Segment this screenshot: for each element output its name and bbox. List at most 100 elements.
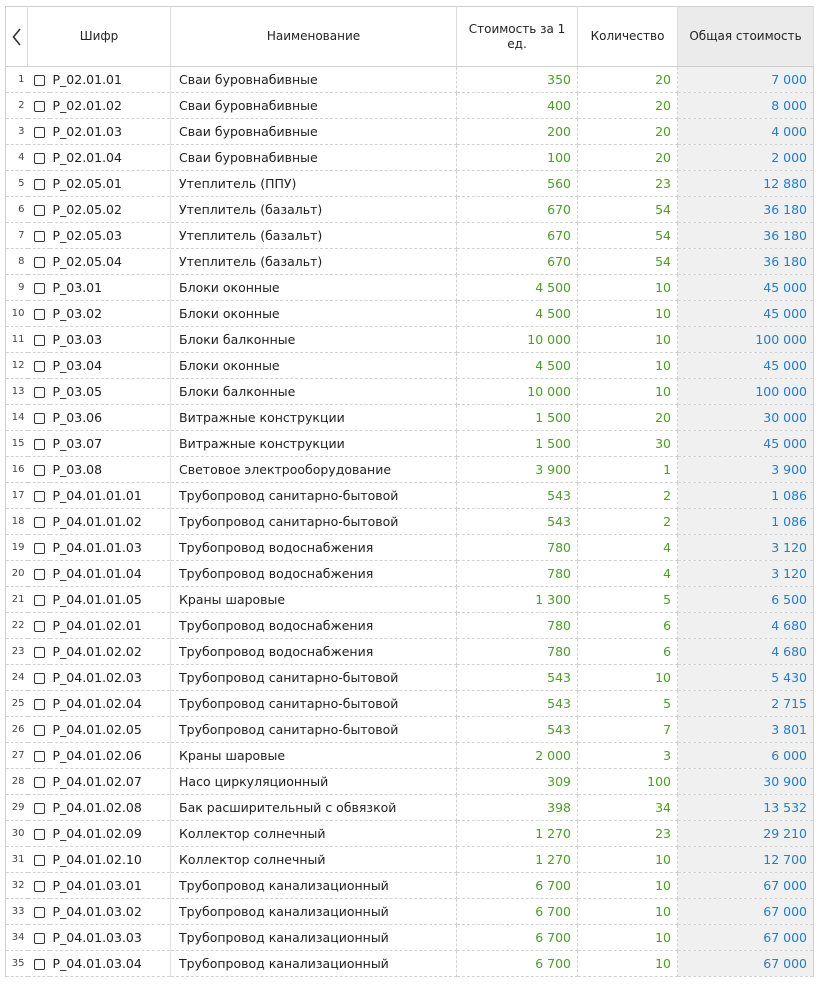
table-row[interactable]: 7 P_02.05.03 Утеплитель (базальт) 670 54 36 1… bbox=[5, 222, 815, 249]
column-header-quantity[interactable]: Количество bbox=[577, 6, 679, 67]
row-checkbox-cell[interactable] bbox=[27, 872, 50, 899]
row-checkbox[interactable] bbox=[33, 387, 45, 398]
column-header-unit-cost[interactable]: Стоимость за 1 ед. bbox=[456, 6, 579, 67]
table-row[interactable]: 20 P_04.01.01.04 Трубопровод водоснабжения… bbox=[5, 560, 815, 587]
row-checkbox-cell[interactable] bbox=[27, 742, 50, 769]
column-header-code[interactable]: Шифр bbox=[27, 6, 172, 67]
table-row[interactable]: 22 P_04.01.02.01 Трубопровод водоснабжения… bbox=[5, 612, 815, 639]
table-row[interactable]: 15 P_03.07 Витражные конструкции 1 500 30 45 … bbox=[5, 430, 815, 457]
table-row[interactable]: 30 P_04.01.02.09 Коллектор солнечный 1 270 2… bbox=[5, 820, 815, 847]
column-header-name[interactable]: Наименование bbox=[170, 6, 458, 67]
row-checkbox-cell[interactable] bbox=[27, 404, 50, 431]
table-row[interactable]: 35 P_04.01.03.04 Трубопровод канализационн… bbox=[5, 950, 815, 977]
table-row[interactable]: 12 P_03.04 Блоки оконные 4 500 10 45 000 bbox=[5, 352, 815, 379]
row-checkbox-cell[interactable] bbox=[27, 508, 50, 535]
row-checkbox[interactable] bbox=[33, 803, 45, 814]
row-checkbox-cell[interactable] bbox=[27, 612, 50, 639]
table-row[interactable]: 17 P_04.01.01.01 Трубопровод санитарно-быт… bbox=[5, 482, 815, 509]
row-checkbox-cell[interactable] bbox=[27, 326, 50, 353]
row-checkbox[interactable] bbox=[33, 647, 45, 658]
table-row[interactable]: 19 P_04.01.01.03 Трубопровод водоснабжения… bbox=[5, 534, 815, 561]
row-checkbox[interactable] bbox=[33, 933, 45, 944]
row-checkbox[interactable] bbox=[33, 673, 45, 684]
table-row[interactable]: 6 P_02.05.02 Утеплитель (базальт) 670 54 36 1… bbox=[5, 196, 815, 223]
row-checkbox-cell[interactable] bbox=[27, 716, 50, 743]
row-checkbox[interactable] bbox=[33, 179, 45, 190]
row-checkbox[interactable] bbox=[33, 153, 45, 164]
row-checkbox-cell[interactable] bbox=[27, 144, 50, 171]
row-checkbox-cell[interactable] bbox=[27, 222, 50, 249]
row-checkbox[interactable] bbox=[33, 959, 45, 970]
table-row[interactable]: 3 P_02.01.03 Сваи буровнабивные 200 20 4 000 bbox=[5, 118, 815, 145]
row-checkbox[interactable] bbox=[33, 283, 45, 294]
row-checkbox-cell[interactable] bbox=[27, 482, 50, 509]
table-row[interactable]: 23 P_04.01.02.02 Трубопровод водоснабжения… bbox=[5, 638, 815, 665]
row-checkbox[interactable] bbox=[33, 231, 45, 242]
table-row[interactable]: 28 P_04.01.02.07 Насо циркуляционный 309 100… bbox=[5, 768, 815, 795]
row-checkbox[interactable] bbox=[33, 309, 45, 320]
row-checkbox-cell[interactable] bbox=[27, 456, 50, 483]
row-checkbox[interactable] bbox=[33, 881, 45, 892]
row-checkbox-cell[interactable] bbox=[27, 664, 50, 691]
row-checkbox[interactable] bbox=[33, 725, 45, 736]
row-checkbox-cell[interactable] bbox=[27, 92, 50, 119]
row-checkbox[interactable] bbox=[33, 751, 45, 762]
table-row[interactable]: 5 P_02.05.01 Утеплитель (ППУ) 560 23 12 880 bbox=[5, 170, 815, 197]
row-checkbox-cell[interactable] bbox=[27, 924, 50, 951]
column-header-total[interactable]: Общая стоимость bbox=[677, 6, 815, 67]
table-row[interactable]: 29 P_04.01.02.08 Бак расширительный с обвя… bbox=[5, 794, 815, 821]
row-checkbox[interactable] bbox=[33, 361, 45, 372]
table-row[interactable]: 21 P_04.01.01.05 Краны шаровые 1 300 5 6 500 bbox=[5, 586, 815, 613]
row-checkbox-cell[interactable] bbox=[27, 690, 50, 717]
row-checkbox[interactable] bbox=[33, 127, 45, 138]
row-checkbox-cell[interactable] bbox=[27, 586, 50, 613]
row-checkbox[interactable] bbox=[33, 907, 45, 918]
table-row[interactable]: 14 P_03.06 Витражные конструкции 1 500 20 30 … bbox=[5, 404, 815, 431]
row-checkbox[interactable] bbox=[33, 829, 45, 840]
row-checkbox[interactable] bbox=[33, 699, 45, 710]
table-row[interactable]: 1 P_02.01.01 Сваи буровнабивные 350 20 7 000 bbox=[5, 66, 815, 93]
row-checkbox[interactable] bbox=[33, 621, 45, 632]
table-row[interactable]: 24 P_04.01.02.03 Трубопровод санитарно-быт… bbox=[5, 664, 815, 691]
table-row[interactable]: 31 P_04.01.02.10 Коллектор солнечный 1 270 1… bbox=[5, 846, 815, 873]
row-checkbox-cell[interactable] bbox=[27, 898, 50, 925]
table-row[interactable]: 33 P_04.01.03.02 Трубопровод канализационн… bbox=[5, 898, 815, 925]
row-checkbox-cell[interactable] bbox=[27, 274, 50, 301]
row-checkbox[interactable] bbox=[33, 75, 45, 86]
table-row[interactable]: 4 P_02.01.04 Сваи буровнабивные 100 20 2 000 bbox=[5, 144, 815, 171]
row-checkbox-cell[interactable] bbox=[27, 638, 50, 665]
table-row[interactable]: 26 P_04.01.02.05 Трубопровод санитарно-быт… bbox=[5, 716, 815, 743]
row-checkbox-cell[interactable] bbox=[27, 768, 50, 795]
row-checkbox[interactable] bbox=[33, 205, 45, 216]
row-checkbox-cell[interactable] bbox=[27, 66, 50, 93]
row-checkbox-cell[interactable] bbox=[27, 950, 50, 977]
table-row[interactable]: 13 P_03.05 Блоки балконные 10 000 10 100 000 bbox=[5, 378, 815, 405]
row-checkbox[interactable] bbox=[33, 777, 45, 788]
row-checkbox[interactable] bbox=[33, 569, 45, 580]
table-row[interactable]: 16 P_03.08 Световое электрооборудование 3 9… bbox=[5, 456, 815, 483]
table-row[interactable]: 27 P_04.01.02.06 Краны шаровые 2 000 3 6 000 bbox=[5, 742, 815, 769]
row-checkbox-cell[interactable] bbox=[27, 352, 50, 379]
row-checkbox[interactable] bbox=[33, 439, 45, 450]
row-checkbox[interactable] bbox=[33, 517, 45, 528]
table-row[interactable]: 10 P_03.02 Блоки оконные 4 500 10 45 000 bbox=[5, 300, 815, 327]
row-checkbox[interactable] bbox=[33, 595, 45, 606]
row-checkbox-cell[interactable] bbox=[27, 820, 50, 847]
back-button[interactable] bbox=[5, 6, 28, 67]
row-checkbox[interactable] bbox=[33, 335, 45, 346]
row-checkbox-cell[interactable] bbox=[27, 794, 50, 821]
row-checkbox[interactable] bbox=[33, 257, 45, 268]
row-checkbox-cell[interactable] bbox=[27, 118, 50, 145]
row-checkbox-cell[interactable] bbox=[27, 300, 50, 327]
row-checkbox-cell[interactable] bbox=[27, 534, 50, 561]
table-row[interactable]: 32 P_04.01.03.01 Трубопровод канализационн… bbox=[5, 872, 815, 899]
table-row[interactable]: 11 P_03.03 Блоки балконные 10 000 10 100 000 bbox=[5, 326, 815, 353]
row-checkbox-cell[interactable] bbox=[27, 196, 50, 223]
row-checkbox-cell[interactable] bbox=[27, 170, 50, 197]
row-checkbox-cell[interactable] bbox=[27, 378, 50, 405]
row-checkbox-cell[interactable] bbox=[27, 846, 50, 873]
row-checkbox[interactable] bbox=[33, 543, 45, 554]
table-row[interactable]: 9 P_03.01 Блоки оконные 4 500 10 45 000 bbox=[5, 274, 815, 301]
row-checkbox-cell[interactable] bbox=[27, 560, 50, 587]
table-row[interactable]: 25 P_04.01.02.04 Трубопровод санитарно-быт… bbox=[5, 690, 815, 717]
